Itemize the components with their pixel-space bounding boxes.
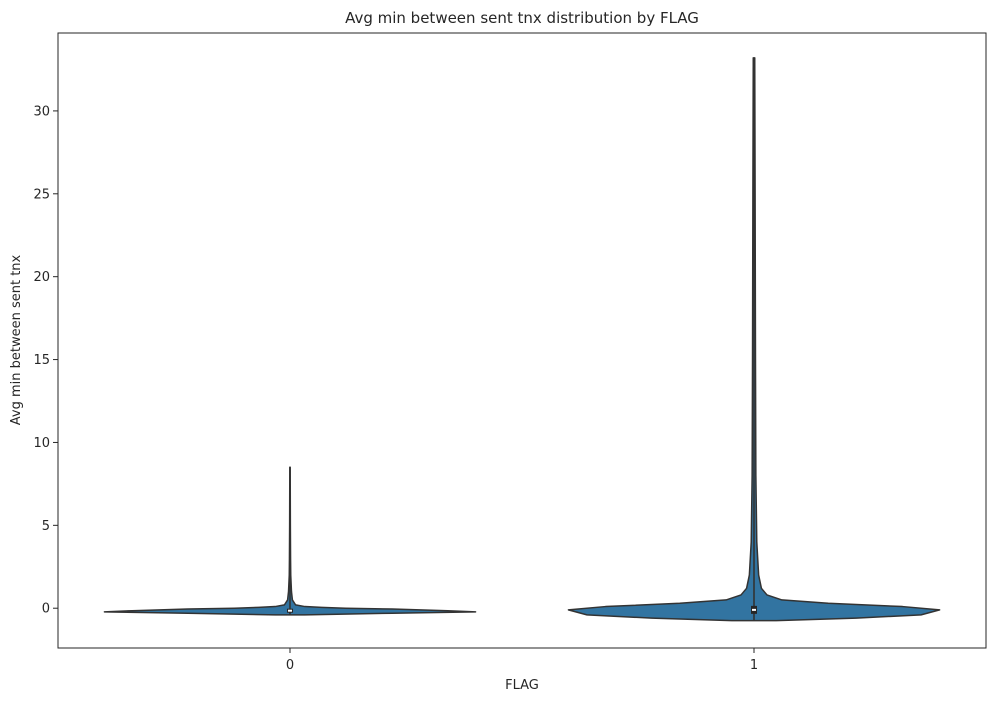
violins-layer	[103, 57, 941, 622]
x-tick-label: 0	[286, 658, 294, 673]
y-tick-label: 20	[33, 270, 50, 285]
violin-median-1	[752, 608, 756, 611]
y-tick-label: 15	[33, 353, 50, 368]
y-tick-label: 25	[33, 187, 50, 202]
y-tick-label: 30	[33, 104, 50, 119]
x-axis-label: FLAG	[505, 678, 539, 693]
y-tick-label: 0	[42, 602, 50, 617]
y-tick-label: 10	[33, 436, 50, 451]
y-axis-label: Avg min between sent tnx	[9, 254, 24, 425]
chart-title: Avg min between sent tnx distribution by…	[345, 9, 699, 27]
plot-frame	[57, 32, 987, 649]
violin-median-0	[288, 609, 292, 612]
y-axis: 0 5 10 15 20 25 30	[33, 104, 58, 617]
y-tick-label: 5	[42, 519, 50, 534]
x-tick-label: 1	[750, 658, 758, 673]
